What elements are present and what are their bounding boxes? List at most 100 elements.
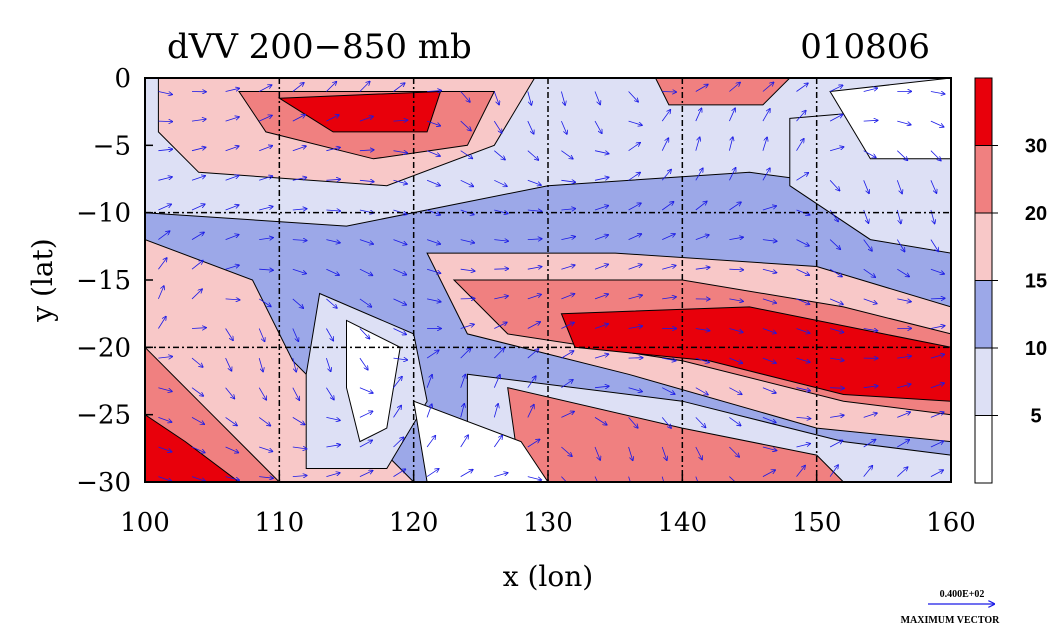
wind-vector-314 <box>897 268 909 276</box>
wind-vector-206 <box>628 387 643 392</box>
wind-vector-90 <box>359 268 373 275</box>
wind-vector-274 <box>796 328 810 334</box>
x-axis-label: x (lon) <box>503 560 593 593</box>
wind-vector-272 <box>796 268 810 275</box>
wind-vector-59 <box>292 177 307 181</box>
wind-vector-57 <box>292 115 305 122</box>
wind-vector-255 <box>762 168 770 181</box>
wind-vector-157 <box>527 179 541 185</box>
wind-vector-299 <box>863 239 872 251</box>
wind-vector-38 <box>225 387 235 399</box>
wind-vector-18 <box>191 204 205 211</box>
wind-vector-82 <box>326 445 340 447</box>
wind-vector-278 <box>796 444 811 448</box>
wind-vector-297 <box>863 180 869 193</box>
wind-vector-69 <box>292 476 307 477</box>
wind-vector-210 <box>662 92 676 93</box>
wind-vector-81 <box>326 417 340 420</box>
wind-vector-126 <box>460 91 470 103</box>
wind-vector-96 <box>359 440 372 448</box>
wind-vector-265 <box>762 470 775 477</box>
wind-vector-112 <box>427 91 441 92</box>
wind-vector-1 <box>158 121 172 122</box>
wind-vector-164 <box>527 376 536 388</box>
wind-vector-321 <box>897 467 907 477</box>
wind-vector-110 <box>393 437 404 448</box>
wind-vector-108 <box>393 377 403 388</box>
wind-vector-249 <box>729 417 740 425</box>
wind-vector-190 <box>594 324 608 329</box>
wind-vector-121 <box>426 350 439 359</box>
wind-vector-19 <box>191 232 204 240</box>
wind-vector-260 <box>762 328 776 334</box>
wind-vector-334 <box>930 441 944 448</box>
wind-vector-23 <box>191 357 203 367</box>
wind-vector-67 <box>292 417 305 424</box>
wind-vector-80 <box>326 387 334 400</box>
reference-vector-caption: MAXIMUM VECTOR <box>901 615 1001 626</box>
wind-vector-73 <box>326 179 340 180</box>
wind-vector-264 <box>762 446 777 451</box>
wind-vector-300 <box>863 268 876 277</box>
wind-vector-286 <box>829 268 842 276</box>
wind-vector-55 <box>259 477 273 479</box>
wind-vector-42 <box>259 85 271 92</box>
wind-vector-258 <box>762 268 777 273</box>
wind-vector-76 <box>326 268 339 275</box>
wind-vector-236 <box>695 446 702 460</box>
wind-vector-284 <box>829 209 838 221</box>
wind-vector-244 <box>729 269 743 270</box>
y-tick-label-5: −5 <box>93 131 131 161</box>
wind-vector-222 <box>661 446 667 460</box>
wind-vector-207 <box>628 417 638 428</box>
wind-vector-13 <box>158 476 171 482</box>
wind-vector-223 <box>661 476 665 482</box>
wind-vector-317 <box>897 356 911 358</box>
wind-vector-136 <box>460 375 466 388</box>
wind-vector-58 <box>292 146 306 152</box>
wind-vector-45 <box>259 176 272 181</box>
wind-vector-169 <box>561 120 567 134</box>
wind-vector-122 <box>426 375 432 388</box>
wind-vector-176 <box>561 323 574 329</box>
wind-vector-328 <box>930 268 944 274</box>
colorbar-label-15: 15 <box>1025 271 1047 293</box>
field-band-continent-white <box>346 319 401 443</box>
wind-vector-238 <box>729 83 740 92</box>
chart-title: dVV 200−850 mb <box>167 27 472 67</box>
wind-vector-165 <box>527 405 534 418</box>
wind-vector-302 <box>863 329 878 331</box>
wind-vector-8 <box>158 317 166 329</box>
wind-vector-273 <box>796 298 810 304</box>
wind-vector-92 <box>359 328 370 339</box>
wind-vector-282 <box>829 147 844 152</box>
wind-vector-159 <box>527 239 542 240</box>
wind-vector-304 <box>863 386 878 388</box>
field-band-southwest-core <box>145 414 240 482</box>
colorbar-label-10: 10 <box>1025 338 1047 360</box>
wind-vector-32 <box>225 205 239 211</box>
wind-vector-232 <box>695 329 710 331</box>
wind-vector-281 <box>829 115 842 122</box>
wind-vector-276 <box>796 387 811 391</box>
wind-vector-280 <box>829 85 843 92</box>
wind-vectors <box>158 82 944 482</box>
colorbar-label-30: 30 <box>1025 136 1047 158</box>
wind-vector-31 <box>225 176 239 181</box>
wind-vector-21 <box>191 289 202 300</box>
wind-vector-194 <box>594 446 600 460</box>
wind-vector-33 <box>225 235 239 240</box>
wind-vector-123 <box>426 404 432 418</box>
wind-vector-172 <box>561 209 575 210</box>
wind-vector-184 <box>594 150 609 154</box>
wind-vector-263 <box>762 417 776 422</box>
wind-vector-11 <box>158 417 171 422</box>
wind-vector-225 <box>695 108 702 122</box>
wind-vector-327 <box>930 239 939 252</box>
wind-vector-211 <box>661 110 670 122</box>
wind-vector-198 <box>628 143 641 152</box>
field-band-northeast-high <box>654 78 791 106</box>
x-tick-label-130: 130 <box>523 508 573 538</box>
wind-vector-177 <box>561 351 573 359</box>
